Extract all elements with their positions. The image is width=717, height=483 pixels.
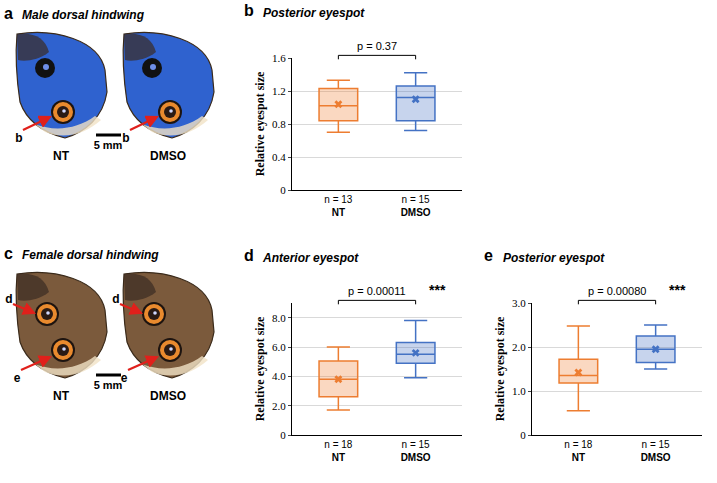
svg-text:0: 0 [280, 429, 286, 441]
svg-text:n = 13NT: n = 13NT [324, 194, 353, 218]
svg-text:p = 0.00080: p = 0.00080 [588, 285, 646, 297]
svg-text:n = 18NT: n = 18NT [324, 439, 353, 463]
svg-text:e: e [14, 371, 21, 385]
svg-text:3.0: 3.0 [512, 297, 526, 309]
svg-text:n = 18NT: n = 18NT [564, 439, 593, 463]
svg-text:n = 15DMSO: n = 15DMSO [641, 439, 671, 463]
svg-text:Posterior eyespot: Posterior eyespot [503, 251, 605, 265]
svg-text:***: *** [669, 282, 686, 298]
svg-text:2.0: 2.0 [512, 341, 526, 353]
svg-text:2.0: 2.0 [272, 400, 286, 412]
svg-text:DMSO: DMSO [150, 389, 186, 403]
svg-text:Posterior eyespot: Posterior eyespot [263, 6, 365, 20]
svg-text:5 mm: 5 mm [94, 379, 123, 391]
svg-text:5 mm: 5 mm [94, 139, 123, 151]
svg-text:Relative eyespot size: Relative eyespot size [253, 71, 267, 176]
svg-text:4.0: 4.0 [272, 370, 286, 382]
svg-text:8.0: 8.0 [272, 312, 286, 324]
svg-text:n = 15DMSO: n = 15DMSO [401, 194, 431, 218]
svg-text:0: 0 [280, 184, 286, 196]
svg-text:c: c [4, 245, 13, 262]
svg-text:0.4: 0.4 [272, 151, 286, 163]
svg-text:NT: NT [53, 389, 70, 403]
svg-text:1.6: 1.6 [272, 52, 286, 64]
html-text:d: d [244, 247, 254, 264]
svg-text:d: d [5, 292, 12, 306]
html-text:b: b [244, 2, 254, 19]
svg-text:Female dorsal hindwing: Female dorsal hindwing [22, 248, 159, 262]
svg-text:Anterior eyespot: Anterior eyespot [262, 251, 359, 265]
html-text:e: e [484, 247, 493, 264]
svg-text:Relative eyespot size: Relative eyespot size [493, 316, 507, 421]
svg-text:1.2: 1.2 [272, 85, 286, 97]
svg-text:d: d [112, 292, 119, 306]
svg-text:b: b [15, 131, 22, 145]
svg-text:1.0: 1.0 [512, 385, 526, 397]
svg-text:Male dorsal hindwing: Male dorsal hindwing [22, 8, 145, 22]
svg-text:NT: NT [53, 149, 70, 163]
svg-text:6.0: 6.0 [272, 341, 286, 353]
svg-text:0: 0 [520, 429, 526, 441]
svg-text:0.8: 0.8 [272, 118, 286, 130]
svg-text:Relative eyespot size: Relative eyespot size [253, 316, 267, 421]
svg-text:n = 15DMSO: n = 15DMSO [401, 439, 431, 463]
svg-text:e: e [120, 371, 128, 385]
svg-text:p = 0.37: p = 0.37 [357, 40, 397, 52]
svg-text:***: *** [429, 282, 446, 298]
svg-text:a: a [4, 5, 13, 22]
svg-text:p = 0.00011: p = 0.00011 [348, 285, 406, 297]
svg-text:DMSO: DMSO [150, 149, 186, 163]
svg-text:b: b [122, 131, 129, 145]
